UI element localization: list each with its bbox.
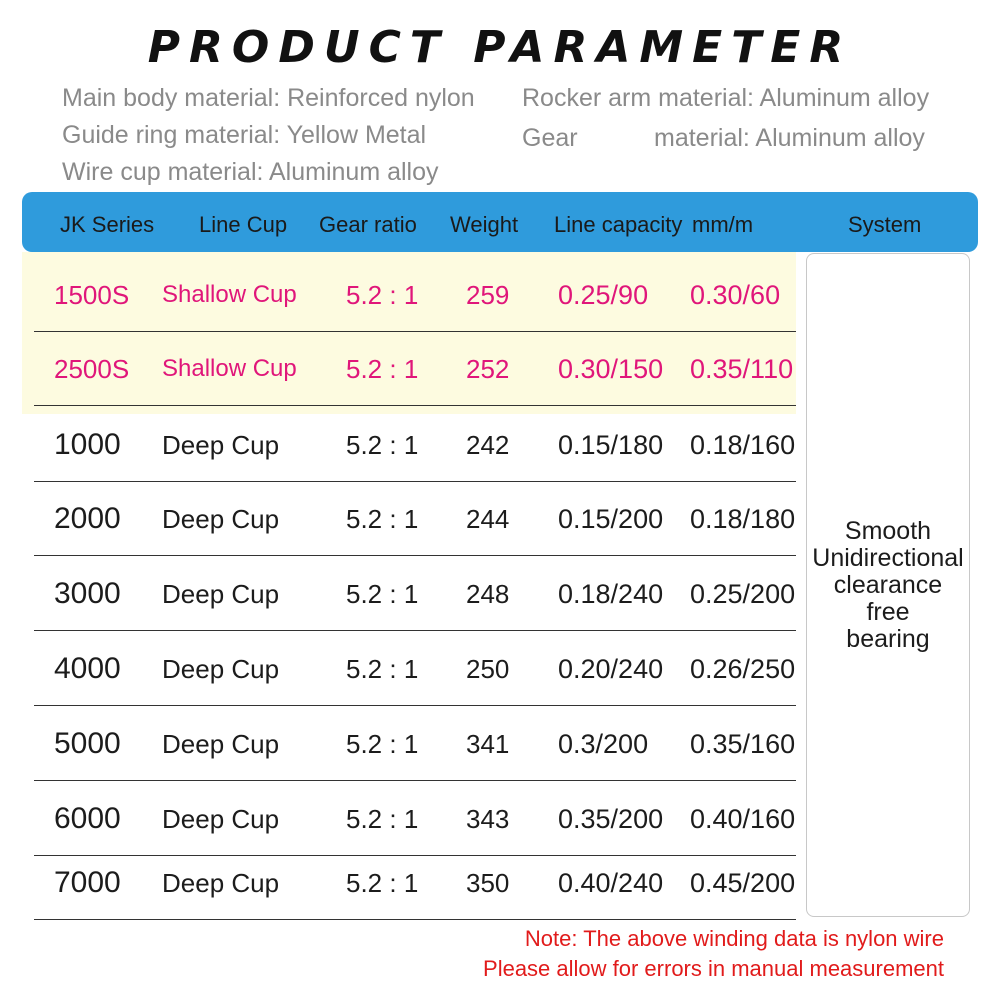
cell-capacity-2: 0.35/160 [690, 729, 796, 759]
cell-gear-ratio: 5.2 : 1 [346, 804, 419, 834]
cell-line-cup: Shallow Cup [162, 281, 297, 308]
page-title: PRODUCT PARAMETER [147, 22, 853, 73]
system-line: Unidirectional [812, 543, 964, 572]
table-row: 6000 Deep Cup 5.2 : 1 343 0.35/200 0.40/… [34, 782, 796, 856]
cell-weight: 244 [466, 504, 510, 534]
header-line-capacity: Line capacity [554, 212, 683, 237]
cell-series: 2000 [54, 502, 121, 535]
system-line: free [866, 597, 910, 626]
cell-series: 2500S [54, 354, 130, 384]
row-divider [34, 331, 796, 332]
system-cell: Smooth Unidirectional clearance free bea… [806, 253, 970, 917]
cell-line-cup: Deep Cup [162, 804, 280, 834]
cell-line-cup: Deep Cup [162, 579, 280, 609]
cell-weight: 341 [466, 729, 510, 759]
cell-capacity-2: 0.18/180 [690, 504, 796, 534]
cell-series: 7000 [54, 866, 121, 899]
table-row: 2000 Deep Cup 5.2 : 1 244 0.15/200 0.18/… [34, 482, 796, 556]
note-line-2: Please allow for errors in manual measur… [483, 956, 944, 981]
row-divider [34, 630, 796, 631]
table-header: JK Series Line Cup Gear ratio Weight Lin… [22, 192, 978, 252]
cell-weight: 252 [466, 354, 510, 384]
cell-gear-ratio: 5.2 : 1 [346, 280, 419, 310]
cell-gear-ratio: 5.2 : 1 [346, 654, 419, 684]
cell-series: 3000 [54, 577, 121, 610]
cell-weight: 259 [466, 280, 510, 310]
cell-line-cup: Deep Cup [162, 729, 280, 759]
spec-guide-ring: Guide ring material: Yellow Metal [62, 121, 427, 149]
note-line-1: Note: The above winding data is nylon wi… [524, 926, 944, 951]
spec-rocker-arm: Rocker arm material: Aluminum alloy [522, 84, 930, 112]
shallow-cup-highlight [22, 252, 796, 414]
cell-series: 5000 [54, 727, 121, 760]
cell-capacity-1: 0.40/240 [558, 868, 664, 898]
system-line: bearing [846, 624, 930, 653]
table-row: 5000 Deep Cup 5.2 : 1 341 0.3/200 0.35/1… [34, 707, 796, 781]
cell-line-cup: Deep Cup [162, 868, 280, 898]
cell-series: 4000 [54, 652, 121, 685]
table-row: 2500S Shallow Cup 5.2 : 1 252 0.30/150 0… [34, 332, 796, 406]
row-divider [34, 705, 796, 706]
cell-line-cup: Shallow Cup [162, 355, 297, 382]
row-divider [34, 481, 796, 482]
cell-capacity-1: 0.35/200 [558, 804, 664, 834]
cell-capacity-1: 0.30/150 [558, 354, 664, 384]
row-divider [34, 919, 796, 920]
cell-weight: 242 [466, 430, 510, 460]
cell-gear-ratio: 5.2 : 1 [346, 579, 419, 609]
system-line: clearance [833, 570, 943, 599]
system-line: Smooth [844, 516, 932, 545]
cell-capacity-2: 0.30/60 [690, 280, 781, 310]
row-divider [34, 855, 796, 856]
cell-series: 1000 [54, 428, 121, 461]
header-series: JK Series [60, 212, 155, 237]
cell-capacity-1: 0.25/90 [558, 280, 649, 310]
cell-capacity-2: 0.45/200 [690, 868, 796, 898]
header-weight: Weight [450, 212, 519, 237]
table-row: 3000 Deep Cup 5.2 : 1 248 0.18/240 0.25/… [34, 557, 796, 631]
cell-capacity-1: 0.3/200 [558, 729, 649, 759]
cell-capacity-1: 0.15/180 [558, 430, 664, 460]
cell-weight: 250 [466, 654, 510, 684]
cell-gear-ratio: 5.2 : 1 [346, 430, 419, 460]
spec-gear-value: material: Aluminum alloy [654, 124, 925, 152]
spec-main-body: Main body material: Reinforced nylon [62, 84, 475, 112]
cell-capacity-1: 0.18/240 [558, 579, 664, 609]
row-divider [34, 555, 796, 556]
header-system: System [848, 212, 922, 237]
header-line-cup: Line Cup [199, 212, 288, 237]
cell-gear-ratio: 5.2 : 1 [346, 504, 419, 534]
cell-line-cup: Deep Cup [162, 430, 280, 460]
table-row: 4000 Deep Cup 5.2 : 1 250 0.20/240 0.26/… [34, 632, 796, 706]
header-gear-ratio: Gear ratio [319, 212, 417, 237]
cell-weight: 343 [466, 804, 510, 834]
cell-capacity-2: 0.25/200 [690, 579, 796, 609]
cell-series: 6000 [54, 802, 121, 835]
table-row: 1500S Shallow Cup 5.2 : 1 259 0.25/90 0.… [34, 258, 796, 332]
cell-line-cup: Deep Cup [162, 654, 280, 684]
header-unit: mm/m [692, 212, 754, 237]
table-row: 1000 Deep Cup 5.2 : 1 242 0.15/180 0.18/… [34, 408, 796, 482]
cell-capacity-2: 0.18/160 [690, 430, 796, 460]
cell-weight: 248 [466, 579, 510, 609]
cell-capacity-1: 0.15/200 [558, 504, 664, 534]
table-row: 7000 Deep Cup 5.2 : 1 350 0.40/240 0.45/… [34, 846, 796, 920]
spec-gear-label: Gear [522, 124, 578, 152]
cell-gear-ratio: 5.2 : 1 [346, 354, 419, 384]
cell-gear-ratio: 5.2 : 1 [346, 729, 419, 759]
cell-weight: 350 [466, 868, 510, 898]
row-divider [34, 780, 796, 781]
cell-line-cup: Deep Cup [162, 504, 280, 534]
cell-series: 1500S [54, 280, 130, 310]
cell-capacity-2: 0.26/250 [690, 654, 796, 684]
cell-capacity-1: 0.20/240 [558, 654, 664, 684]
cell-capacity-2: 0.35/110 [690, 354, 794, 384]
system-description: Smooth Unidirectional clearance free bea… [812, 516, 964, 653]
cell-capacity-2: 0.40/160 [690, 804, 796, 834]
spec-wire-cup: Wire cup material: Aluminum alloy [62, 158, 439, 186]
cell-gear-ratio: 5.2 : 1 [346, 868, 419, 898]
row-divider [34, 405, 796, 406]
